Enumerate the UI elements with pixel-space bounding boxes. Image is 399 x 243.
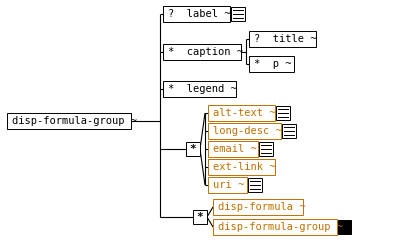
FancyBboxPatch shape [231, 7, 245, 21]
Text: ?  label ~: ? label ~ [168, 9, 231, 19]
Text: *: * [190, 144, 196, 154]
Text: long-desc ~: long-desc ~ [213, 126, 282, 136]
Text: ext-link ~: ext-link ~ [213, 162, 275, 172]
FancyBboxPatch shape [163, 81, 236, 97]
FancyBboxPatch shape [259, 142, 273, 156]
Text: uri ~: uri ~ [213, 180, 244, 190]
Text: disp-formula-group ~: disp-formula-group ~ [12, 116, 137, 126]
Text: ?  title ~: ? title ~ [255, 34, 317, 44]
FancyBboxPatch shape [208, 123, 281, 139]
FancyBboxPatch shape [338, 220, 351, 234]
Text: alt-text ~: alt-text ~ [213, 108, 275, 118]
Text: *: * [197, 212, 203, 222]
Text: *  caption ~: * caption ~ [168, 47, 243, 57]
Text: *  p ~: * p ~ [255, 59, 292, 69]
FancyBboxPatch shape [186, 142, 200, 156]
FancyBboxPatch shape [208, 105, 275, 121]
FancyBboxPatch shape [282, 124, 296, 138]
FancyBboxPatch shape [249, 31, 316, 47]
Text: *  legend ~: * legend ~ [168, 84, 237, 94]
Text: disp-formula-group ~: disp-formula-group ~ [218, 222, 343, 232]
FancyBboxPatch shape [276, 106, 290, 120]
Text: disp-formula ~: disp-formula ~ [218, 202, 306, 212]
FancyBboxPatch shape [208, 141, 258, 157]
FancyBboxPatch shape [163, 44, 241, 60]
FancyBboxPatch shape [163, 6, 230, 22]
FancyBboxPatch shape [7, 113, 131, 129]
FancyBboxPatch shape [208, 177, 247, 193]
Text: email ~: email ~ [213, 144, 257, 154]
FancyBboxPatch shape [193, 210, 207, 224]
FancyBboxPatch shape [249, 56, 294, 72]
FancyBboxPatch shape [208, 159, 275, 175]
FancyBboxPatch shape [213, 199, 303, 215]
FancyBboxPatch shape [213, 219, 337, 235]
FancyBboxPatch shape [247, 178, 261, 192]
